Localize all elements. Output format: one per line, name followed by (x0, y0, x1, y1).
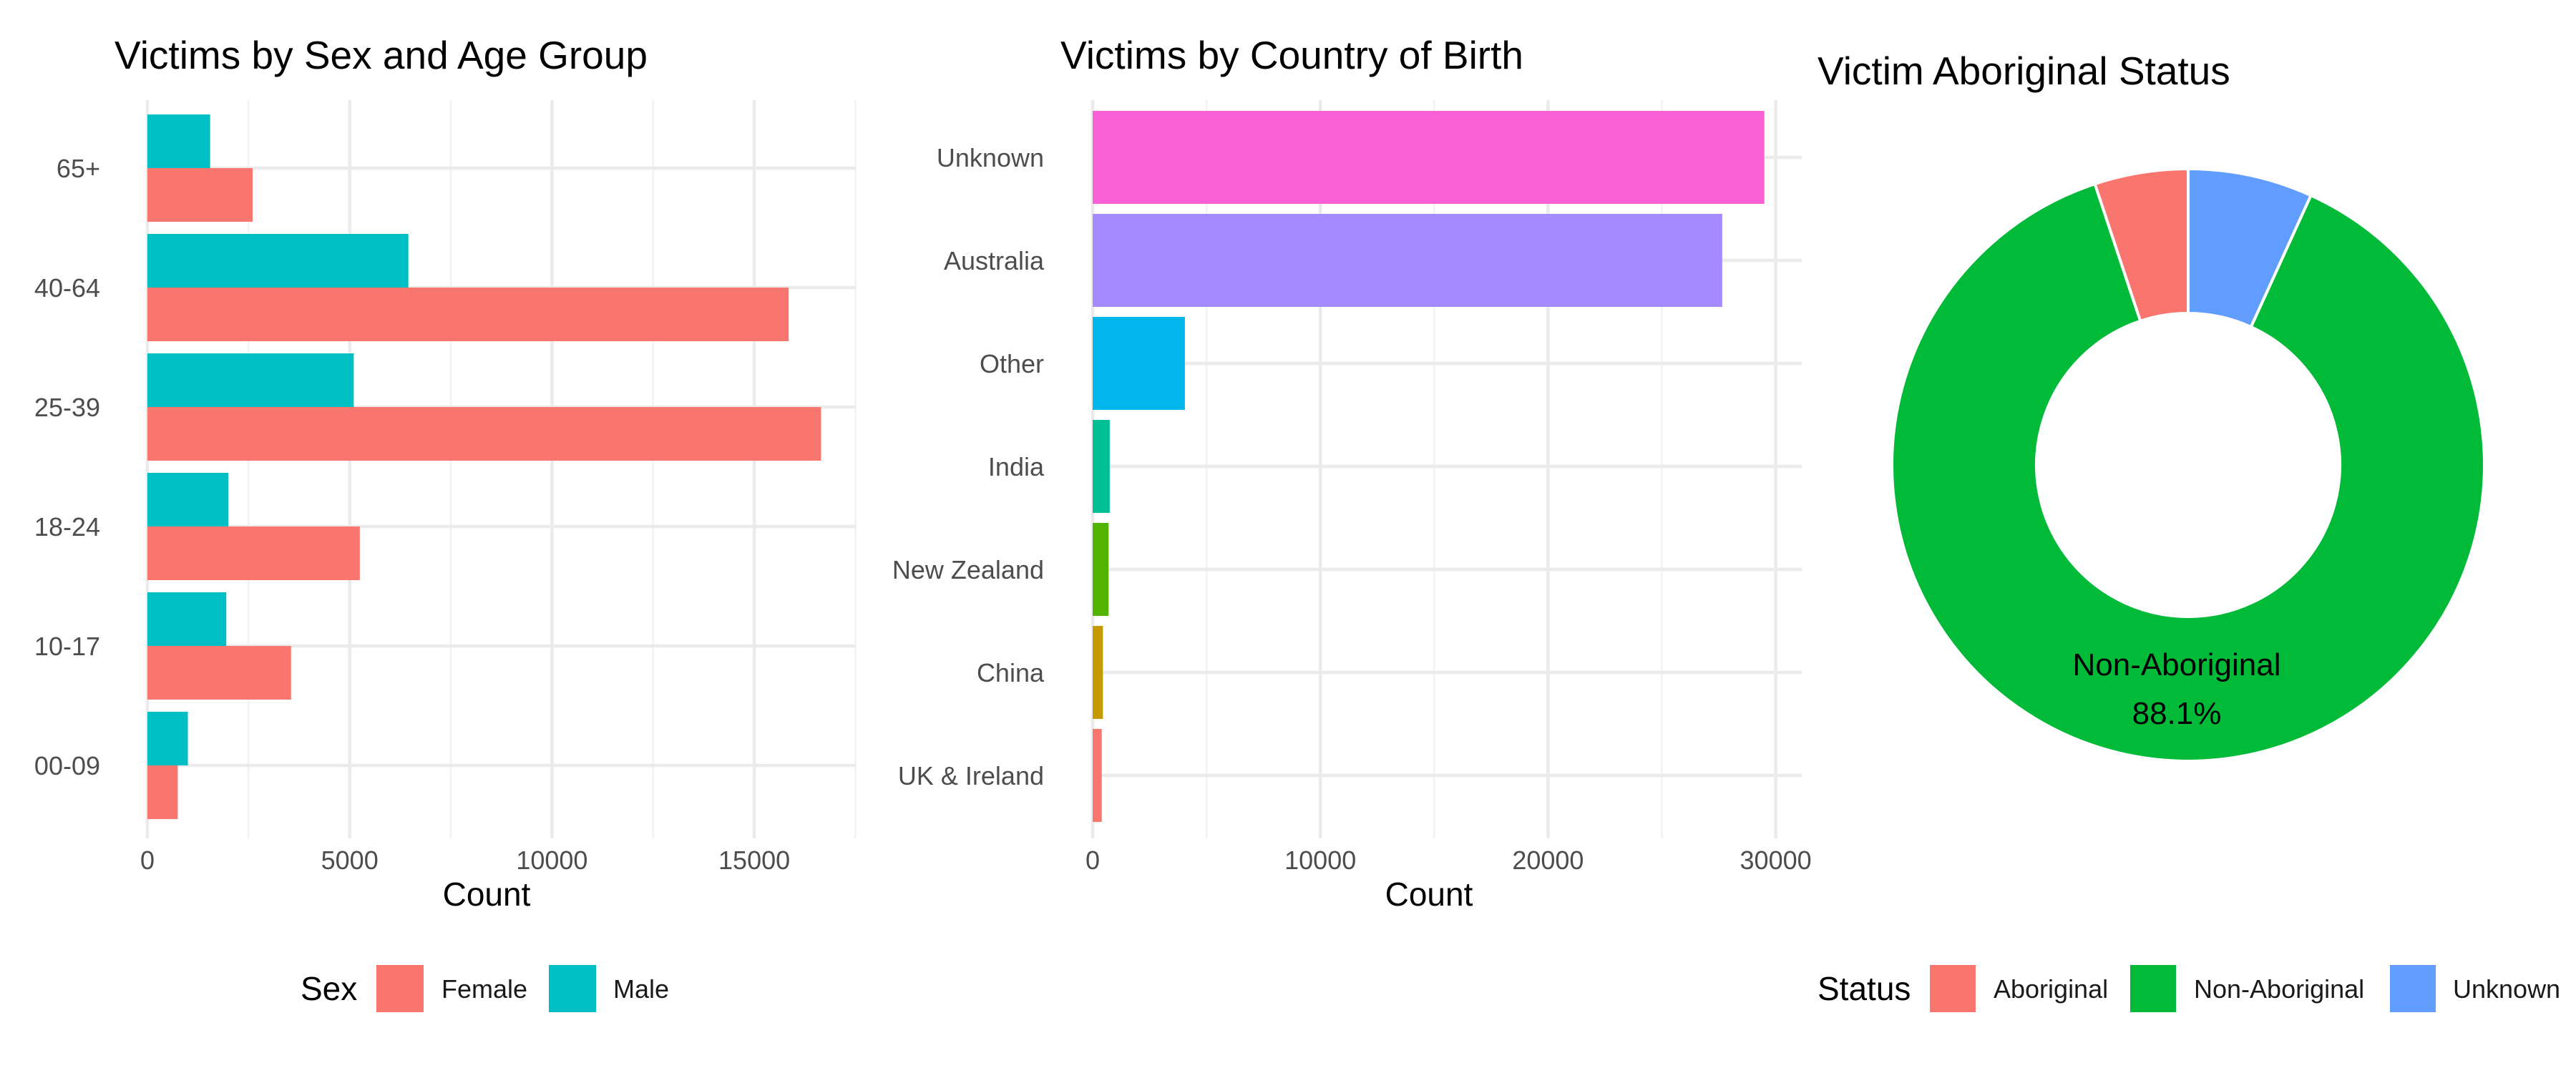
chart-title: Victim Aboriginal Status (1818, 49, 2230, 93)
legend: Sex Female Male (301, 965, 669, 1012)
x-tick-label: 30000 (1740, 846, 1812, 875)
bar-male (147, 712, 188, 765)
y-tick-labels: UK & Ireland China New Zealand India Other Au… (892, 143, 1045, 790)
bar-female (147, 407, 821, 461)
chart-title: Victims by Sex and Age Group (114, 33, 648, 77)
bar-new-zealand (1093, 523, 1109, 616)
x-tick-label: 0 (1085, 846, 1100, 875)
slice-label-percent: 88.1% (2132, 696, 2222, 731)
y-tick-label: 00-09 (34, 751, 100, 780)
slice-label-name: Non-Aboriginal (2072, 647, 2280, 682)
x-tick-labels: 0 5000 10000 15000 (140, 846, 790, 875)
legend-swatch-non-aboriginal (2130, 965, 2176, 1012)
y-tick-label: 40-64 (34, 273, 100, 303)
y-tick-label: China (977, 658, 1045, 687)
y-tick-label: 65+ (57, 154, 100, 183)
legend-label-aboriginal: Aboriginal (1994, 974, 2108, 1004)
legend-label-unknown: Unknown (2453, 974, 2560, 1004)
y-tick-label: Australia (944, 246, 1045, 275)
chart-aboriginal-status: Victim Aboriginal Status Non-Aboriginal … (1818, 49, 2560, 1012)
legend-label-female: Female (441, 974, 527, 1004)
bars (147, 114, 821, 819)
bar-india (1093, 420, 1110, 513)
bar-male (147, 473, 229, 526)
legend-label-male: Male (613, 974, 669, 1004)
bar-australia (1093, 214, 1722, 307)
y-tick-label: 18-24 (34, 512, 100, 542)
bar-china (1093, 626, 1103, 719)
bar-male (147, 114, 210, 168)
donut-slices (1890, 167, 2486, 763)
bar-unknown (1093, 111, 1765, 204)
slice-aboriginal (2093, 167, 2190, 323)
bar-male (147, 592, 227, 646)
chart-country-of-birth: Victims by Country of Birth UK & Ireland… (892, 33, 1812, 913)
bar-male (147, 234, 409, 288)
x-tick-label: 15000 (718, 846, 790, 875)
gridlines (145, 100, 857, 838)
legend-swatch-female (376, 965, 424, 1012)
legend-swatch-aboriginal (1930, 965, 1976, 1012)
bar-female (147, 288, 789, 341)
y-tick-label: 25-39 (34, 393, 100, 422)
legend-title: Sex (301, 970, 357, 1007)
legend: Status Aboriginal Non-Aboriginal Unknown (1818, 965, 2560, 1012)
x-tick-labels: 0 10000 20000 30000 (1085, 846, 1812, 875)
x-tick-label: 20000 (1512, 846, 1584, 875)
x-tick-label: 10000 (1284, 846, 1356, 875)
chart-age-sex: Victims by Sex and Age Group 00-09 10-17 1… (34, 33, 857, 1012)
bar-female (147, 526, 360, 580)
y-tick-label: 10-17 (34, 632, 100, 661)
legend-label-non-aboriginal: Non-Aboriginal (2194, 974, 2364, 1004)
x-tick-label: 0 (140, 846, 155, 875)
y-tick-label: New Zealand (892, 555, 1044, 584)
y-tick-label: Unknown (937, 143, 1044, 172)
gridlines (1091, 100, 1802, 838)
bar-other (1093, 317, 1185, 410)
bar-female (147, 765, 178, 819)
x-tick-label: 10000 (516, 846, 587, 875)
legend-title: Status (1818, 970, 1911, 1007)
y-tick-label: Other (980, 349, 1044, 378)
bar-female (147, 168, 253, 222)
bars (1093, 111, 1765, 822)
x-tick-label: 5000 (321, 846, 379, 875)
bar-male (147, 353, 354, 407)
x-axis-title: Count (443, 876, 531, 913)
bar-female (147, 646, 291, 700)
bar-uk-ireland (1093, 729, 1102, 822)
legend-swatch-male (549, 965, 596, 1012)
x-axis-title: Count (1385, 876, 1473, 913)
legend-swatch-unknown (2390, 965, 2436, 1012)
y-tick-labels: 00-09 10-17 18-24 25-39 40-64 65+ (34, 154, 100, 780)
slice-non-aboriginal (1890, 182, 2486, 763)
chart-title: Victims by Country of Birth (1060, 33, 1523, 77)
y-tick-label: UK & Ireland (898, 761, 1044, 790)
y-tick-label: India (988, 452, 1045, 481)
